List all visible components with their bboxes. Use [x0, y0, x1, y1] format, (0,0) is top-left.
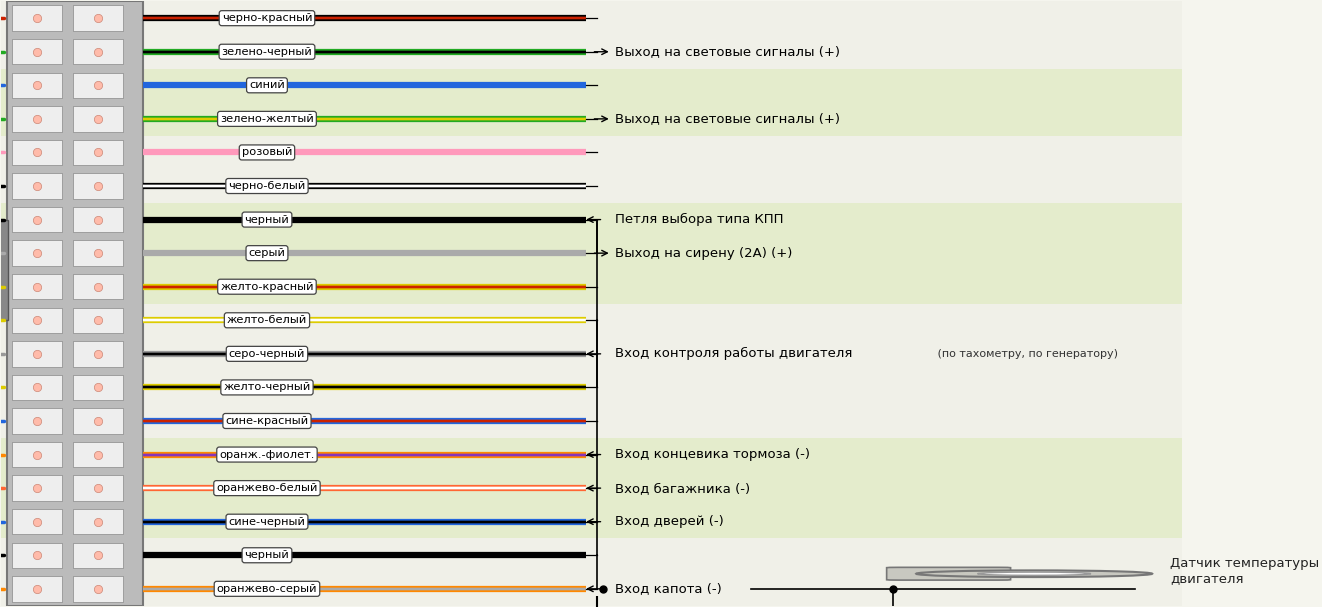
Text: оранж.-фиолет.: оранж.-фиолет. [219, 450, 315, 459]
Text: Вход багажника (-): Вход багажника (-) [615, 481, 751, 495]
Text: Выход на световые сигналы (+): Выход на световые сигналы (+) [615, 112, 841, 126]
Text: сине-красный: сине-красный [226, 416, 308, 426]
Bar [1, 135, 1182, 203]
Text: Петля выбора типа КПП: Петля выбора типа КПП [615, 213, 784, 226]
FancyBboxPatch shape [12, 341, 62, 367]
FancyBboxPatch shape [12, 509, 62, 534]
FancyBboxPatch shape [12, 207, 62, 232]
FancyBboxPatch shape [74, 341, 123, 367]
Text: черный: черный [245, 215, 290, 225]
FancyBboxPatch shape [74, 140, 123, 165]
Bar [0, 220, 8, 320]
Circle shape [977, 572, 1091, 575]
FancyBboxPatch shape [12, 475, 62, 501]
Text: зелено-черный: зелено-черный [222, 47, 312, 56]
Text: Выход на сирену (2А) (+): Выход на сирену (2А) (+) [615, 246, 793, 260]
FancyBboxPatch shape [74, 475, 123, 501]
Bar [1, 69, 1182, 135]
FancyBboxPatch shape [74, 375, 123, 400]
Text: черный: черный [245, 551, 290, 560]
Text: оранжево-белый: оранжево-белый [217, 483, 317, 493]
Bar [1, 1, 1182, 69]
Text: серый: серый [249, 248, 286, 258]
Text: розовый: розовый [242, 148, 292, 157]
Text: Вход капота (-): Вход капота (-) [615, 582, 722, 595]
FancyBboxPatch shape [74, 106, 123, 132]
Bar [1, 438, 1182, 538]
Text: Вход дверей (-): Вход дверей (-) [615, 515, 724, 528]
Bar [1, 304, 1182, 438]
FancyBboxPatch shape [12, 274, 62, 299]
Text: (по тахометру, по генератору): (по тахометру, по генератору) [933, 349, 1118, 359]
FancyBboxPatch shape [12, 106, 62, 132]
Text: Вход контроля работы двигателя: Вход контроля работы двигателя [615, 347, 853, 361]
Text: черно-белый: черно-белый [229, 181, 305, 191]
FancyBboxPatch shape [74, 274, 123, 299]
FancyBboxPatch shape [74, 207, 123, 232]
Bar [1, 538, 1182, 607]
Text: желто-черный: желто-черный [223, 382, 311, 392]
FancyBboxPatch shape [74, 5, 123, 31]
FancyBboxPatch shape [74, 543, 123, 568]
FancyBboxPatch shape [12, 576, 62, 602]
Circle shape [916, 571, 1153, 577]
FancyBboxPatch shape [74, 308, 123, 333]
Bar [8, 1, 143, 606]
Text: желто-белый: желто-белый [227, 315, 307, 325]
FancyBboxPatch shape [887, 568, 1010, 580]
FancyBboxPatch shape [12, 240, 62, 266]
FancyBboxPatch shape [12, 73, 62, 98]
FancyBboxPatch shape [12, 140, 62, 165]
FancyBboxPatch shape [74, 409, 123, 434]
FancyBboxPatch shape [12, 409, 62, 434]
Text: желто-красный: желто-красный [221, 282, 313, 292]
Bar [1, 203, 1182, 304]
FancyBboxPatch shape [74, 173, 123, 198]
Text: синий: синий [249, 80, 284, 90]
Text: серо-черный: серо-черный [229, 349, 305, 359]
Text: оранжево-серый: оранжево-серый [217, 584, 317, 594]
FancyBboxPatch shape [12, 308, 62, 333]
FancyBboxPatch shape [74, 442, 123, 467]
FancyBboxPatch shape [12, 173, 62, 198]
Text: сине-черный: сине-черный [229, 517, 305, 527]
FancyBboxPatch shape [12, 5, 62, 31]
Text: Датчик температуры
двигателя: Датчик температуры двигателя [1170, 557, 1319, 585]
Text: Вход концевика тормоза (-): Вход концевика тормоза (-) [615, 448, 810, 461]
Text: Выход на световые сигналы (+): Выход на световые сигналы (+) [615, 46, 841, 58]
FancyBboxPatch shape [12, 375, 62, 400]
FancyBboxPatch shape [74, 576, 123, 602]
FancyBboxPatch shape [74, 73, 123, 98]
FancyBboxPatch shape [74, 39, 123, 64]
FancyBboxPatch shape [12, 543, 62, 568]
Text: зелено-желтый: зелено-желтый [219, 114, 313, 124]
FancyBboxPatch shape [12, 442, 62, 467]
FancyBboxPatch shape [74, 240, 123, 266]
Text: черно-красный: черно-красный [222, 13, 312, 23]
FancyBboxPatch shape [74, 509, 123, 534]
FancyBboxPatch shape [12, 39, 62, 64]
